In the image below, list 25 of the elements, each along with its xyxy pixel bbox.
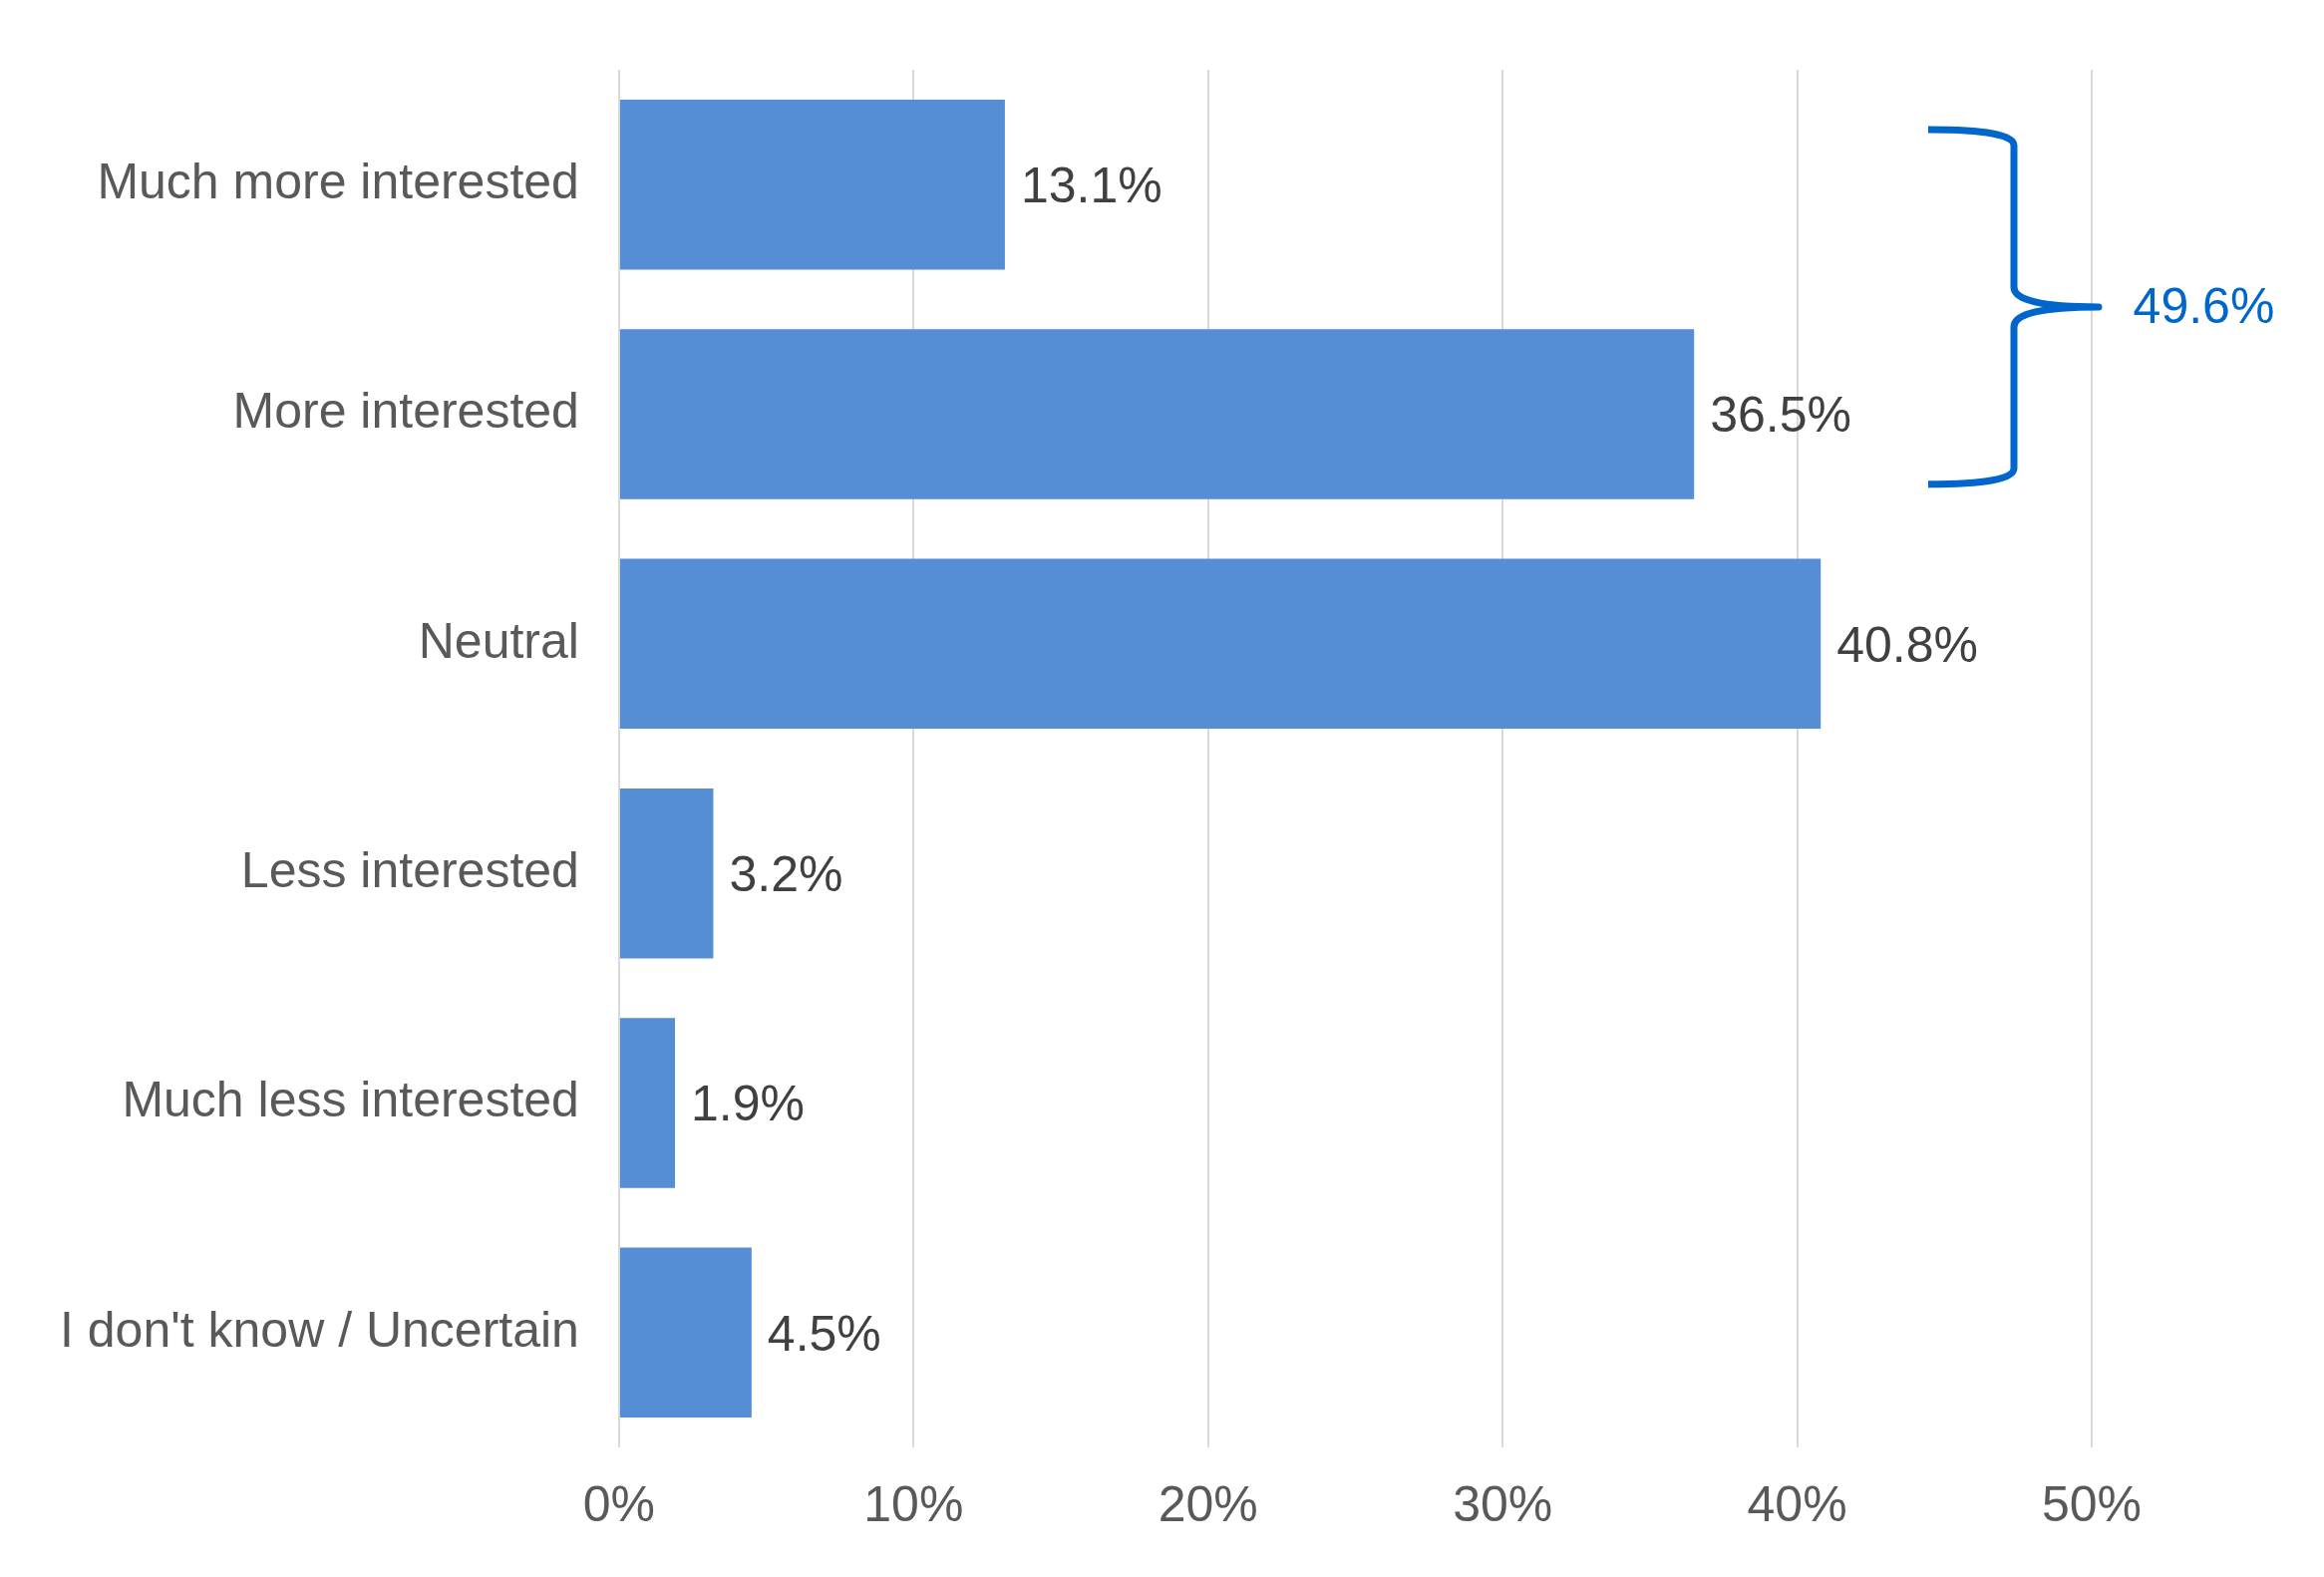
y-tick-label: Much less interested bbox=[122, 1072, 579, 1128]
bar bbox=[619, 1018, 676, 1188]
data-label: 13.1% bbox=[1020, 157, 1162, 213]
data-label: 4.5% bbox=[767, 1305, 881, 1362]
bar bbox=[619, 788, 714, 959]
bar bbox=[619, 99, 1005, 270]
y-tick-label: Neutral bbox=[418, 612, 579, 669]
y-tick-label: I don't know / Uncertain bbox=[59, 1301, 579, 1358]
data-label: 1.9% bbox=[691, 1076, 806, 1132]
bar bbox=[619, 329, 1695, 499]
x-tick-label: 0% bbox=[582, 1475, 656, 1532]
data-label: 36.5% bbox=[1710, 387, 1851, 444]
y-tick-label: More interested bbox=[232, 383, 579, 440]
x-tick-label: 50% bbox=[2041, 1475, 2143, 1532]
x-tick-label: 40% bbox=[1747, 1475, 1847, 1532]
bar bbox=[619, 1247, 752, 1419]
bar bbox=[619, 558, 1822, 730]
x-tick-label: 10% bbox=[863, 1475, 964, 1532]
y-tick-label: Much more interested bbox=[97, 153, 579, 209]
x-tick-label: 20% bbox=[1158, 1475, 1258, 1532]
text: 49.6% bbox=[2133, 276, 2275, 335]
data-label: 3.2% bbox=[729, 845, 843, 902]
y-tick-label: Less interested bbox=[240, 841, 579, 898]
data-label: 40.8% bbox=[1836, 616, 1978, 673]
x-tick-label: 30% bbox=[1453, 1475, 1553, 1532]
